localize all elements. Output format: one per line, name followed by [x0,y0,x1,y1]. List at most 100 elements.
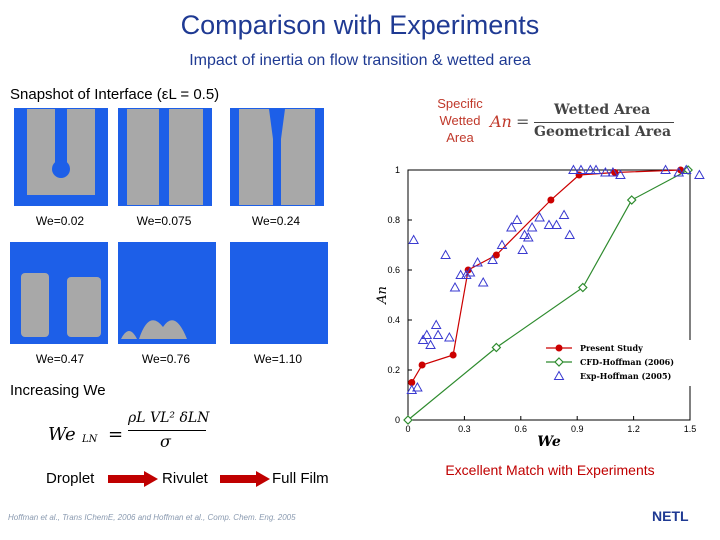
we-label: We=0.02 [35,214,85,228]
formula-subscript: LN [82,434,98,445]
weber-formula: We LN = ρL VL² δLN σ [48,410,210,451]
y-tick-label: 0.8 [387,215,400,225]
x-tick-label: 0.9 [571,424,584,434]
specific-wetted-area-label: Specific Wetted Area [420,95,500,146]
y-tick-label: 0.2 [387,365,400,375]
we-label: We=0.47 [35,352,85,366]
data-point-triangle [455,269,466,279]
an-symbol: An [490,112,512,131]
data-point-triangle [600,166,611,177]
interface-partial-film-graphic [21,273,101,337]
data-point-triangle [477,276,489,287]
spec-line-2: Wetted [439,113,481,128]
data-point-diamond [626,195,637,205]
data-point-triangle [568,164,579,174]
data-point-triangle [551,219,562,229]
x-tick-label: 1.5 [684,424,697,434]
snapshot-we-024 [230,108,324,206]
data-point-circle [408,379,416,386]
snapshot-we-076 [118,242,216,344]
data-point-triangle [421,329,433,339]
data-point-triangle [487,254,498,264]
arrow-right-icon [220,471,270,487]
plot-frame [407,169,691,421]
legend-marker [555,344,563,352]
data-point-triangle [694,169,705,179]
interface-droplet-graphic [15,109,107,205]
excellent-match-label: Excellent Match with Experiments [445,462,655,478]
we-label: We=0.76 [141,352,191,366]
data-point-circle [418,361,426,369]
snapshot-label: Snapshot of Interface (εL = 0.5) [10,86,220,103]
data-point-triangle [449,281,461,292]
page-subtitle: Impact of inertia on flow transition & w… [189,52,531,69]
formula-lhs: We [48,424,76,445]
data-point-triangle [673,166,685,177]
increasing-we-label: Increasing We [10,382,106,399]
data-point-triangle [519,229,530,239]
y-tick-label: 1 [395,165,400,175]
data-point-circle [492,251,500,259]
data-point-triangle [558,209,570,219]
data-point-triangle [660,164,671,174]
legend-marker [553,370,565,380]
y-axis-label: An [375,286,390,305]
y-tick-label: 0.4 [387,315,400,325]
wetted-area-chart: 0 0.3 0.6 0.9 1.2 1.5 0 0.2 0.4 0.6 0.8 1 We An Presen… [375,164,705,450]
data-point-triangle [564,229,576,239]
legend-marker [554,357,564,367]
data-point-triangle [522,231,534,242]
stage-droplet: Droplet [46,470,95,487]
data-point-triangle [585,164,596,174]
data-point-triangle [511,214,523,224]
data-point-triangle [506,221,517,232]
data-point-circle [449,351,457,359]
interface-rivulet-graphic [119,109,211,205]
netl-logo: NETL [652,508,689,524]
arrow-right-icon [108,471,158,487]
y-tick-label: 0 [395,415,400,425]
data-point-triangle [430,319,442,329]
x-tick-label: 0.6 [515,424,528,434]
stage-full-film: Full Film [272,470,329,487]
data-point-triangle [517,244,529,254]
data-point-diamond [491,342,502,353]
snapshot-we-0075 [118,108,212,206]
y-tick-label: 0.6 [387,265,400,275]
data-point-triangle [464,266,476,277]
data-point-triangle [408,234,419,244]
legend-label: Exp-Hoffman (2005) [580,371,672,381]
snapshot-we-110 [230,242,328,344]
data-point-diamond [577,282,588,293]
data-point-triangle [417,334,429,344]
data-point-triangle [460,269,472,279]
data-point-circle [547,196,555,204]
data-point-triangle [534,211,545,222]
spec-line-3: Area [446,130,474,145]
formula-numerator: ρL VL² δLN [128,410,210,426]
snapshot-we-002 [14,108,108,206]
we-label: We=0.075 [136,214,192,228]
x-tick-label: 0.3 [458,424,471,434]
data-point-triangle [680,164,692,174]
citation: Hoffman et al., Trans IChemE, 2006 and H… [8,513,296,522]
x-axis-label: We [537,434,561,450]
spec-line-1: Specific [437,96,483,111]
an-denominator: Geometrical Area [534,124,672,140]
interface-rivulet-graphic-2 [231,109,323,205]
page-title: Comparison with Experiments [180,10,540,40]
data-point-triangle [607,166,619,177]
an-definition: An = Wetted Area Geometrical Area [490,100,690,144]
data-point-diamond [403,415,413,425]
x-tick-label: 0 [405,424,410,434]
data-point-triangle [575,164,587,174]
data-point-triangle [440,249,451,259]
data-point-triangle [543,219,555,229]
data-point-triangle [432,329,444,339]
data-point-triangle [526,221,538,232]
data-point-triangle [472,256,483,267]
an-numerator: Wetted Area [554,102,651,118]
snapshot-we-047 [10,242,108,344]
legend-label: Present Study [580,343,643,353]
data-point-triangle [615,169,626,179]
